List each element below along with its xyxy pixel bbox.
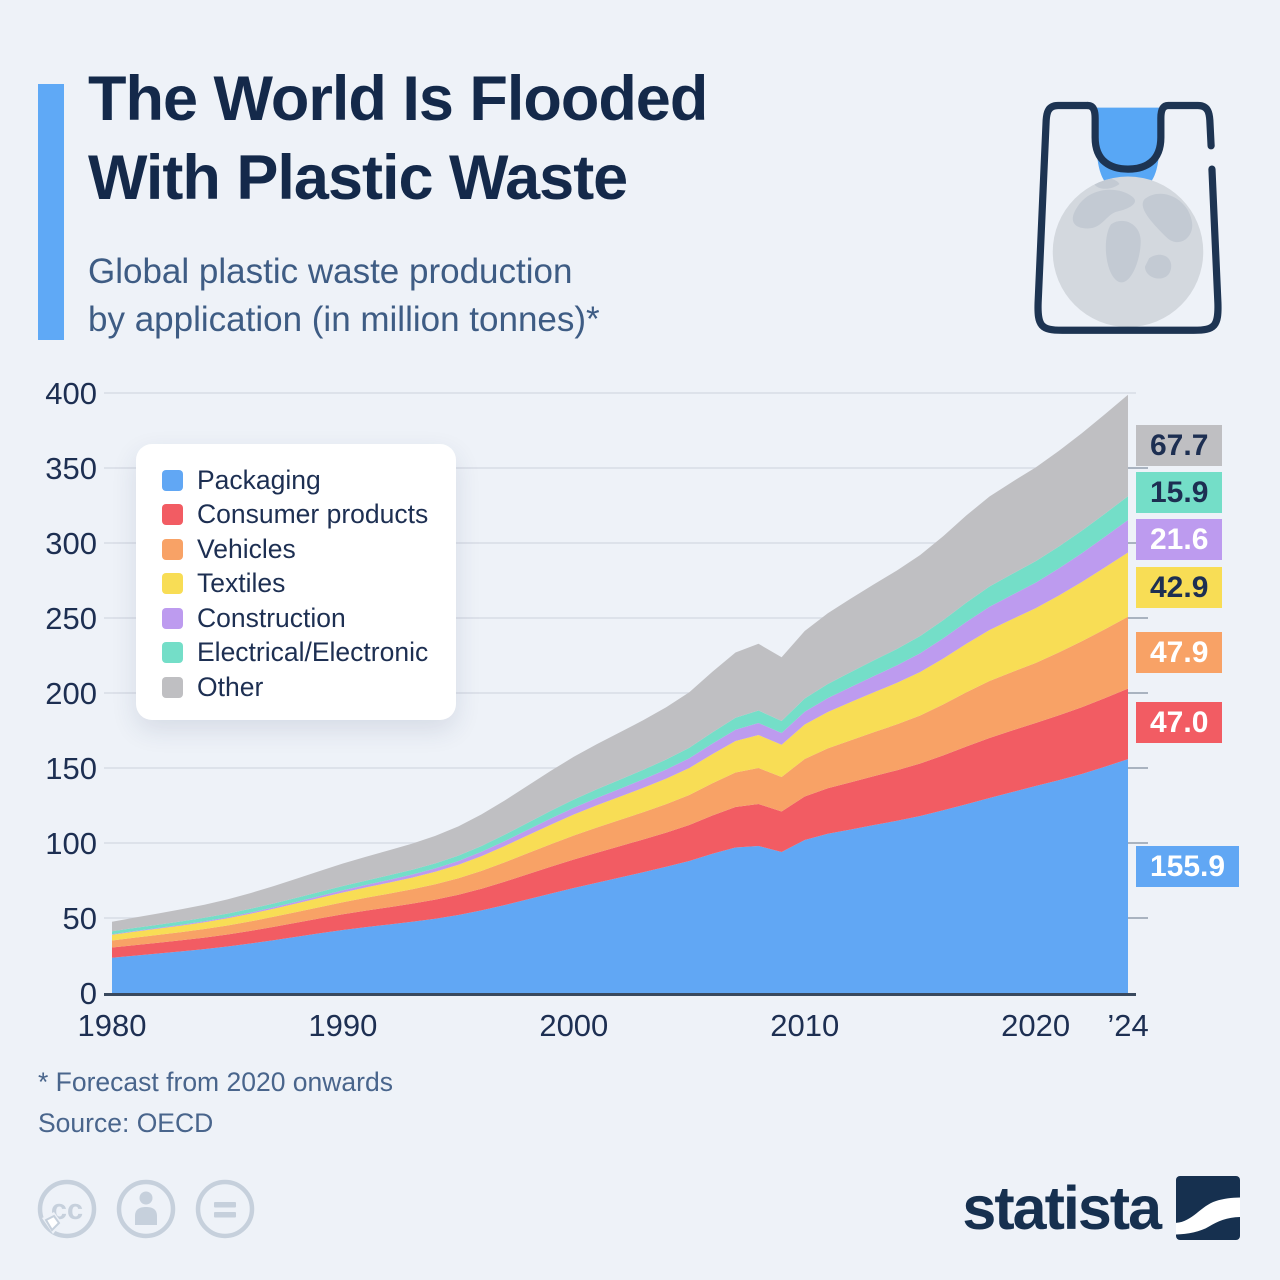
brand-name: statista: [962, 1174, 1162, 1242]
title-line-2: With Plastic Waste: [88, 143, 628, 214]
bag-outline: [1034, 101, 1222, 334]
value-badge-other: 67.7: [1136, 424, 1223, 466]
legend-swatch-electrical-electronic: [162, 642, 183, 664]
legend-label: Textiles: [197, 568, 286, 599]
globe-icon: [1052, 176, 1204, 328]
plastic-bag-globe-icon: [1034, 101, 1222, 334]
y-axis-label-100: 100: [45, 826, 97, 861]
forecast-note: * Forecast from 2020 onwards: [38, 1067, 393, 1097]
legend-swatch-construction: [162, 607, 183, 629]
source-note: Source: OECD: [38, 1108, 214, 1139]
chart-legend: Packaging Consumer products Vehicles Textil…: [136, 444, 456, 720]
y-axis-label-50: 50: [63, 901, 97, 936]
legend-item-electrical-electronic: Electrical/Electronic: [162, 636, 446, 671]
x-axis-label-2020: 2020: [1001, 1008, 1070, 1043]
legend-swatch-consumer-products: [162, 504, 183, 526]
legend-label: Consumer products: [197, 499, 429, 530]
legend-label: Vehicles: [197, 533, 296, 564]
title-line-1: The World Is Flooded: [88, 64, 708, 134]
attribution-icon: [116, 1179, 176, 1239]
y-axis-label-350: 350: [45, 451, 97, 486]
legend-label: Packaging: [197, 464, 321, 495]
page-title: The World Is Flooded With Plastic Waste: [88, 60, 1018, 219]
value-badge-vehicles: 47.9: [1136, 631, 1223, 673]
title-accent-bar: [38, 84, 64, 340]
brand: statista: [962, 1176, 1240, 1240]
y-axis-label-300: 300: [45, 526, 97, 561]
footnote: * Forecast from 2020 onwards Source: OEC…: [38, 1062, 393, 1144]
value-badge-electrical-electronic: 15.9: [1136, 471, 1223, 513]
chart-area-packaging: [112, 759, 1128, 993]
legend-swatch-textiles: [162, 573, 183, 595]
legend-swatch-vehicles: [162, 538, 183, 560]
y-axis-label-200: 200: [45, 676, 97, 711]
no-derivatives-icon: [195, 1179, 255, 1239]
legend-item-other: Other: [162, 670, 446, 705]
value-badge-textiles: 42.9: [1136, 566, 1223, 608]
page-subtitle: Global plastic waste production by appli…: [88, 248, 988, 345]
license-icons: cc: [34, 1176, 258, 1242]
subtitle-line-2: by application (in million tonnes)*: [88, 300, 600, 340]
value-badge-packaging: 155.9: [1136, 845, 1240, 887]
x-axis-label-2010: 2010: [770, 1008, 839, 1043]
value-badge-construction: 21.6: [1136, 518, 1223, 560]
x-axis-label-1990: 1990: [308, 1008, 377, 1043]
legend-item-packaging: Packaging: [162, 463, 446, 498]
legend-item-construction: Construction: [162, 601, 446, 636]
value-badge-consumer-products: 47.0: [1136, 701, 1223, 743]
cc-icon: cc: [37, 1179, 97, 1239]
legend-item-vehicles: Vehicles: [162, 532, 446, 567]
subtitle-line-1: Global plastic waste production: [88, 252, 573, 291]
legend-item-consumer-products: Consumer products: [162, 498, 446, 533]
y-axis-label-400: 400: [45, 376, 97, 411]
x-axis-label-2024: ’24: [1107, 1008, 1148, 1043]
y-axis-label-150: 150: [45, 751, 97, 786]
y-axis-label-0: 0: [80, 976, 97, 1011]
legend-label: Other: [197, 671, 264, 702]
legend-label: Construction: [197, 602, 346, 633]
legend-label: Electrical/Electronic: [197, 637, 429, 668]
bag-opening-fill: [1096, 107, 1160, 193]
x-axis-label-1980: 1980: [78, 1008, 147, 1043]
legend-item-textiles: Textiles: [162, 567, 446, 602]
statista-logo-icon: [1176, 1176, 1240, 1240]
x-axis-label-2000: 2000: [539, 1008, 608, 1043]
legend-swatch-other: [162, 676, 183, 698]
legend-swatch-packaging: [162, 469, 183, 491]
y-axis-label-250: 250: [45, 601, 97, 636]
